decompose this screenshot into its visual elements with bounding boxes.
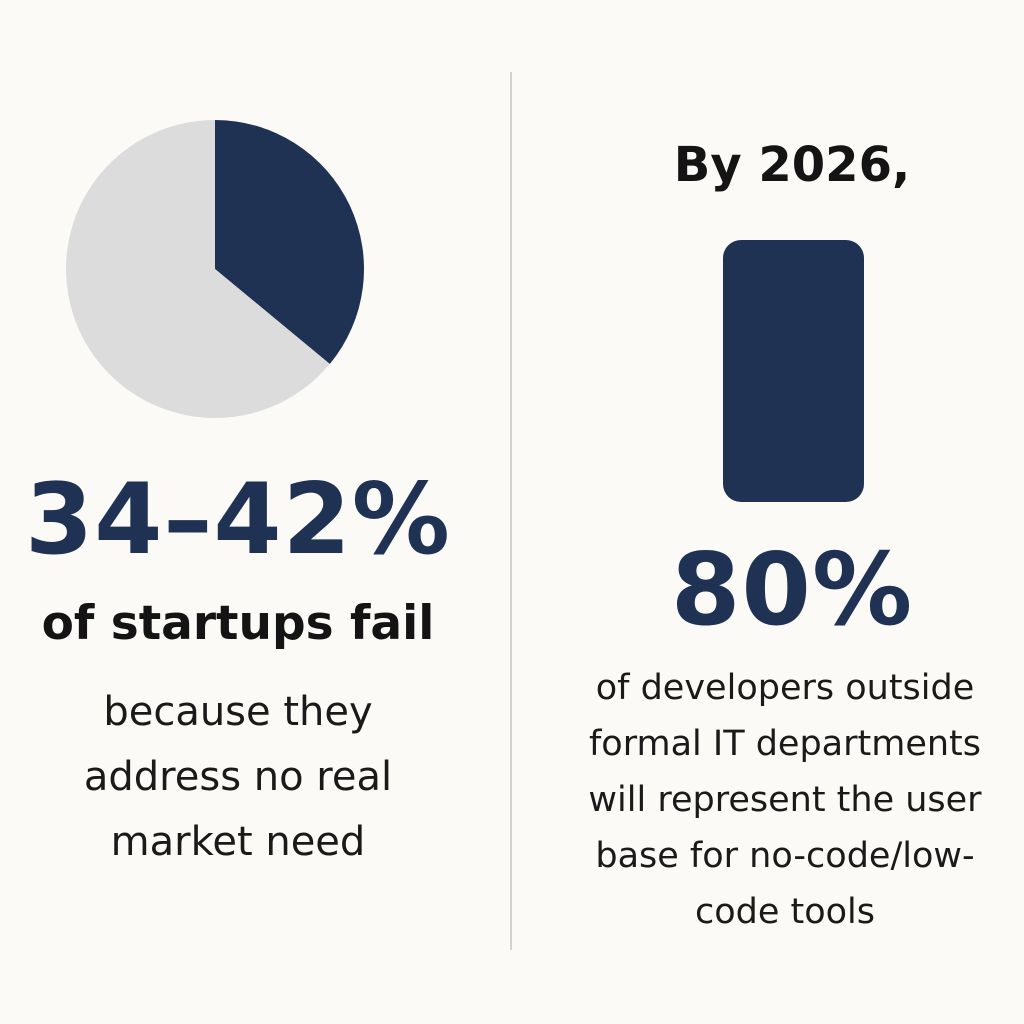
bar-mark [723,240,864,502]
left-stat: 34–42% [25,463,451,577]
pie-chart [66,120,364,418]
right-stat: 80% [670,531,914,648]
left-subtitle: of startups fail [41,596,435,651]
right-description: of developers outside formal IT departme… [588,668,982,932]
pie-slice-1 [66,120,330,418]
right-title: By 2026, [673,137,911,193]
divider [510,72,512,950]
left-description: because they address no real market need [83,689,393,865]
pie-slice-0 [215,120,364,364]
